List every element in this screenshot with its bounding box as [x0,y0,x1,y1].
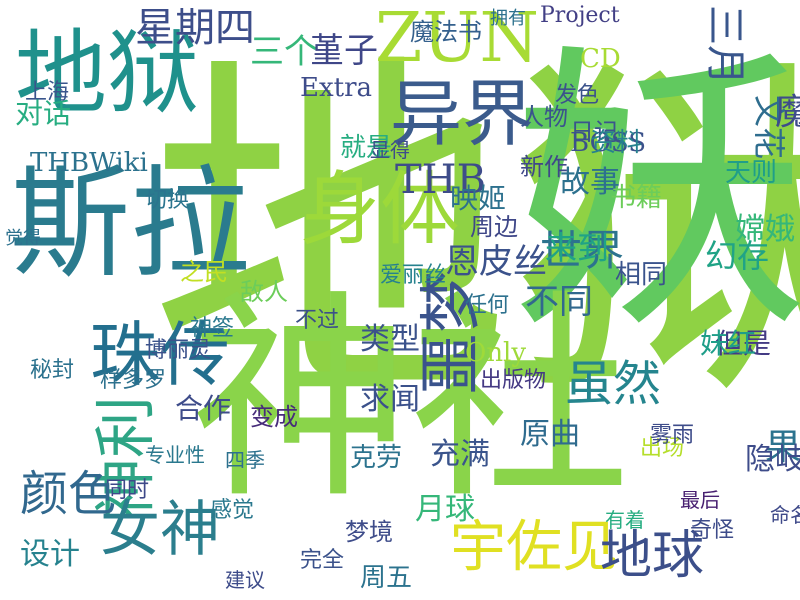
cloud-word: 敌人 [240,278,288,306]
cloud-word: 最后 [680,488,720,512]
cloud-word: 资料 [590,128,643,158]
cloud-word: BOSS [570,128,647,158]
cloud-word: 人物 [520,103,568,131]
cloud-word: 来到 [545,229,610,267]
cloud-word: 感觉 [210,498,255,523]
cloud-word: 幻存 [705,237,770,275]
cloud-word: 求闻 [360,382,420,417]
cloud-word: 博丽灵 [145,338,212,363]
cloud-word: 星期四 [135,5,255,51]
cloud-word: 地球 [600,526,705,586]
cloud-word: 周边 [470,213,518,241]
cloud-word: 神签 [190,316,235,341]
cloud-word: 宇佐见 [450,515,618,580]
cloud-word: 日记 [570,118,618,146]
cloud-word: 梦境 [345,518,393,546]
cloud-word: Extra [300,73,373,103]
cloud-word: 不同 [525,282,593,322]
cloud-word: 月球 [415,492,475,527]
cloud-word: 变成 [250,403,298,431]
cloud-word: 秘封 [30,358,75,383]
cloud-word: 魔理沙 [775,92,800,133]
cloud-word: 发色 [555,83,600,108]
cloud-word: 书籍 [610,183,663,213]
cloud-word: 克劳 [350,443,403,473]
cloud-word: 出场 [640,436,685,461]
cloud-word: 颜色 [20,466,117,522]
cloud-word: 地狱 [150,25,800,444]
cloud-word: 充满 [430,437,490,472]
cloud-word: 同时 [105,478,150,503]
cloud-word: 果真 [765,427,800,468]
cloud-word: 建议 [225,568,265,592]
cloud-word: 魔法书 [410,18,482,46]
cloud-word: 命名 [770,503,800,527]
cloud-word: 但是 [715,327,772,360]
cloud-word: 映姬 [450,182,507,215]
cloud-word: 斯拉 [10,155,250,294]
cloud-word: 对话 [15,97,72,130]
cloud-word: 珠传 [90,314,230,396]
cloud-word: 奇怪 [690,518,735,543]
cloud-word: CD [580,44,621,74]
cloud-word: 新作 [520,153,568,181]
cloud-word: 样多罗 [100,368,167,393]
cloud-word: 完全 [300,548,345,573]
cloud-word: 上海 [25,80,70,105]
cloud-word: 女神 [100,495,220,565]
cloud-word: 相同 [615,260,668,290]
cloud-word: 四季 [225,448,265,472]
cloud-word: 故事 [560,165,620,200]
cloud-word: 世界 [540,226,625,275]
cloud-word: 堇子 [310,31,378,71]
cloud-word: 虽然 [565,356,662,412]
cloud-word: 爱丽丝 [380,263,447,288]
cloud-word: 妖怪 [510,20,800,369]
cloud-word: 嫦娥 [735,212,795,247]
cloud-word: 异界 [390,72,535,156]
cloud-word: ZUN [375,0,540,78]
cloud-word: 天则 [725,158,778,188]
cloud-word: 周五 [360,563,413,593]
cloud-word: 类型 [360,322,420,357]
cloud-word: 合作 [175,392,232,425]
cloud-word: Project [540,3,620,28]
cloud-word: 出版物 [480,368,547,393]
cloud-word: 设计 [20,537,80,572]
cloud-word: THB [395,157,486,203]
cloud-word: 觉得 [5,228,41,249]
cloud-word: 隐岐奈 [745,442,800,477]
cloud-word: 身体 [300,163,460,256]
cloud-word: 三月 [702,5,748,85]
cloud-word: 显得 [370,138,410,162]
cloud-word: 任何 [465,293,510,318]
cloud-word: Only [465,338,527,368]
cloud-word: 不过 [295,308,340,333]
cloud-word: 有着 [605,508,645,532]
cloud-word: 神社 [190,272,631,528]
cloud-word: 恩皮丝 [445,242,547,282]
cloud-word: 噩梦 [414,270,487,395]
cloud-word: 就是 [340,133,393,163]
cloud-word: 拥有 [490,8,526,29]
cloud-word: 地狱 [15,20,200,127]
cloud-word: 原曲 [520,417,580,452]
cloud-word: 专业性 [145,443,205,467]
cloud-word: 妹红 [700,327,757,360]
cloud-word: 之民 [180,258,228,286]
cloud-word: 雾雨 [650,423,695,448]
cloud-word: THBWiki [30,148,148,178]
cloud-word: 三个 [250,32,318,72]
cloud-word: 切换 [145,188,190,213]
